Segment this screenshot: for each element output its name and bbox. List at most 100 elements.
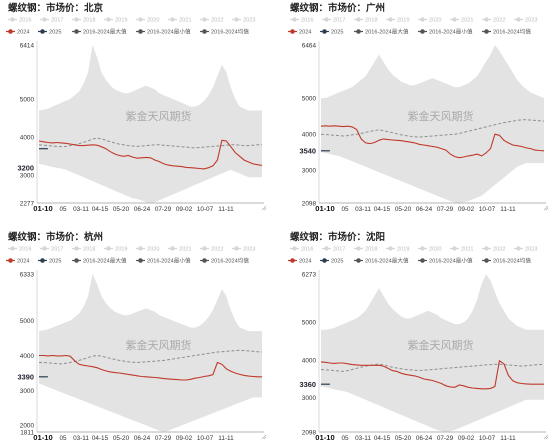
envelope-band (321, 274, 544, 432)
legend-item-2017[interactable]: 2017 (322, 17, 345, 24)
legend-item-2017[interactable]: 2017 (40, 17, 63, 24)
envelope-band (39, 274, 262, 432)
legend-item-series-1[interactable]: 2025 (38, 29, 61, 36)
legend-item-series-3[interactable]: 2016-2024最小值 (136, 257, 191, 265)
watermark: 紫金天风期货 (408, 109, 474, 123)
chart-title: 螺纹钢：市场价：杭州 (8, 231, 103, 243)
legend-item-series-1[interactable]: 2025 (320, 258, 343, 265)
legend-item-2016[interactable]: 2016 (290, 246, 313, 253)
legend-item-2016[interactable]: 2016 (8, 246, 31, 253)
legend-item-series-2[interactable]: 2016-2024最大值 (72, 28, 127, 36)
watermark: 紫金天风期货 (408, 338, 474, 352)
x-tick-label: 10-07 (479, 435, 496, 441)
legend-item-2019[interactable]: 2019 (386, 17, 409, 24)
legend-item-series-1[interactable]: 2025 (320, 29, 343, 36)
legend-label: 2017 (333, 18, 345, 24)
legend-item-2018[interactable]: 2018 (354, 246, 377, 253)
legend-item-2018[interactable]: 2018 (354, 17, 377, 24)
legend-label: 2016-2024最大值 (365, 28, 409, 36)
legend-item-series-0[interactable]: 2024 (288, 258, 311, 265)
x-tick-label: 03-11 (355, 435, 371, 441)
legend-item-series-4[interactable]: 2016-2024均值 (200, 257, 249, 265)
legend-item-2018[interactable]: 2018 (72, 246, 95, 253)
x-tick-label: 04-15 (92, 435, 109, 441)
series-2024-line (38, 139, 263, 170)
legend-label: 2020 (429, 247, 441, 253)
legend-item-2021[interactable]: 2021 (168, 17, 191, 24)
legend-label: 2016-2024最小值 (147, 257, 191, 265)
legend-item-2023[interactable]: 2023 (232, 246, 255, 253)
x-tick-label: 06-24 (134, 206, 151, 212)
watermark: 紫金天风期货 (126, 338, 192, 352)
x-tick-label: 01-10 (33, 204, 52, 212)
legend-item-series-0[interactable]: 2024 (288, 29, 311, 36)
legend-item-series-1[interactable]: 2025 (38, 258, 61, 265)
x-tick-label: 07-29 (155, 206, 172, 212)
legend-item-2016[interactable]: 2016 (8, 17, 31, 24)
y-tick-label: 3000 (20, 173, 35, 180)
chart-panel-guangzhou: 螺纹钢：市场价：广州 2016 2017 2018 2019 2020 2021 2022 20… (282, 0, 550, 212)
legend-item-2017[interactable]: 2017 (322, 246, 345, 253)
legend-item-2022[interactable]: 2022 (482, 246, 505, 253)
legend-item-2018[interactable]: 2018 (72, 17, 95, 24)
legend-item-2020[interactable]: 2020 (418, 17, 441, 24)
legend-item-2023[interactable]: 2023 (514, 17, 537, 24)
legend-item-2017[interactable]: 2017 (40, 246, 63, 253)
y-tick-label: 4000 (302, 357, 317, 364)
legend-item-2022[interactable]: 2022 (482, 17, 505, 24)
resize-handle-icon[interactable] (543, 434, 549, 440)
x-tick-label: 06-24 (134, 435, 151, 441)
resize-handle-icon[interactable] (261, 205, 267, 211)
legend-item-series-3[interactable]: 2016-2024最小值 (418, 28, 473, 36)
x-tick-label: 11-11 (500, 435, 516, 441)
legend-item-2019[interactable]: 2019 (104, 246, 127, 253)
resize-handle-icon[interactable] (261, 434, 267, 440)
x-tick-label: 09-02 (176, 435, 193, 441)
chart-shenyang: 螺纹钢：市场价：沈阳 2016 2017 2018 2019 2020 2021 2022 20… (288, 231, 549, 441)
x-tick-label: 03-11 (355, 206, 371, 212)
chart-title: 螺纹钢：市场价：广州 (290, 2, 385, 14)
legend-item-series-0[interactable]: 2024 (6, 258, 29, 265)
current-value-bg (296, 379, 318, 390)
legend-item-series-2[interactable]: 2016-2024最大值 (354, 257, 409, 265)
legend-item-series-3[interactable]: 2016-2024最小值 (136, 28, 191, 36)
legend-label: 2025 (331, 30, 343, 36)
legend-label: 2021 (179, 247, 191, 253)
legend-item-series-0[interactable]: 2024 (6, 29, 29, 36)
legend-item-2022[interactable]: 2022 (200, 246, 223, 253)
legend-label: 2024 (17, 30, 29, 36)
legend-item-2022[interactable]: 2022 (200, 17, 223, 24)
legend-item-series-3[interactable]: 2016-2024最小值 (418, 257, 473, 265)
legend-item-2019[interactable]: 2019 (104, 17, 127, 24)
series-mean-line (320, 119, 545, 138)
legend-item-2020[interactable]: 2020 (418, 246, 441, 253)
legend-item-series-4[interactable]: 2016-2024均值 (482, 257, 531, 265)
series-mean-line (320, 363, 545, 372)
legend-item-series-4[interactable]: 2016-2024均值 (200, 28, 249, 36)
legend-item-2019[interactable]: 2019 (386, 246, 409, 253)
legend-item-2023[interactable]: 2023 (232, 17, 255, 24)
legend-item-2021[interactable]: 2021 (450, 246, 473, 253)
legend-item-2016[interactable]: 2016 (290, 17, 313, 24)
legend-label: 2016-2024最小值 (429, 257, 473, 265)
x-tick-label: 10-07 (197, 435, 214, 441)
legend-label: 2024 (17, 259, 29, 265)
legend-label: 2016-2024均值 (493, 257, 531, 265)
legend-item-2023[interactable]: 2023 (514, 246, 537, 253)
legend-label: 2016-2024均值 (493, 28, 531, 36)
legend-item-2020[interactable]: 2020 (136, 246, 159, 253)
current-value-bg (14, 371, 36, 382)
legend-label: 2020 (147, 247, 159, 253)
legend-item-series-2[interactable]: 2016-2024最大值 (72, 257, 127, 265)
resize-handle-icon[interactable] (543, 205, 549, 211)
legend-item-2021[interactable]: 2021 (450, 17, 473, 24)
x-tick-label: 06-24 (416, 206, 433, 212)
y-tick-label: 6273 (302, 271, 317, 278)
legend-item-2020[interactable]: 2020 (136, 17, 159, 24)
legend-label: 2017 (51, 247, 63, 253)
legend-label: 2022 (211, 18, 223, 24)
legend-item-series-2[interactable]: 2016-2024最大值 (354, 28, 409, 36)
legend-item-2021[interactable]: 2021 (168, 246, 191, 253)
legend-item-series-4[interactable]: 2016-2024均值 (482, 28, 531, 36)
